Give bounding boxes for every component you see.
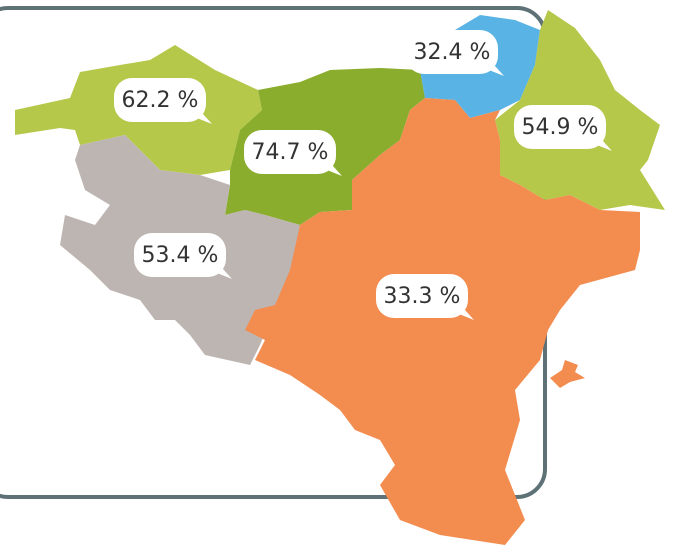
callout-bubble xyxy=(134,233,226,277)
callout-tail xyxy=(202,259,232,279)
region-label: 32.4 % xyxy=(414,40,491,65)
region-label: 33.3 % xyxy=(384,284,461,309)
callout-tail xyxy=(474,56,504,76)
callout-tail xyxy=(182,104,212,124)
callout-bubble xyxy=(376,274,468,318)
region-label: 53.4 % xyxy=(142,243,219,268)
callout-bubble xyxy=(406,30,498,74)
callout-bubble xyxy=(114,78,206,122)
callout-tail xyxy=(582,131,612,151)
region-label: 54.9 % xyxy=(522,115,599,140)
region xyxy=(550,360,585,388)
region xyxy=(245,98,640,545)
callout-bubble xyxy=(514,105,606,149)
region-label: 74.7 % xyxy=(252,140,329,165)
region-label: 62.2 % xyxy=(122,88,199,113)
callout-tail xyxy=(312,156,342,176)
callout-tail xyxy=(444,300,474,320)
callout-bubble xyxy=(244,130,336,174)
